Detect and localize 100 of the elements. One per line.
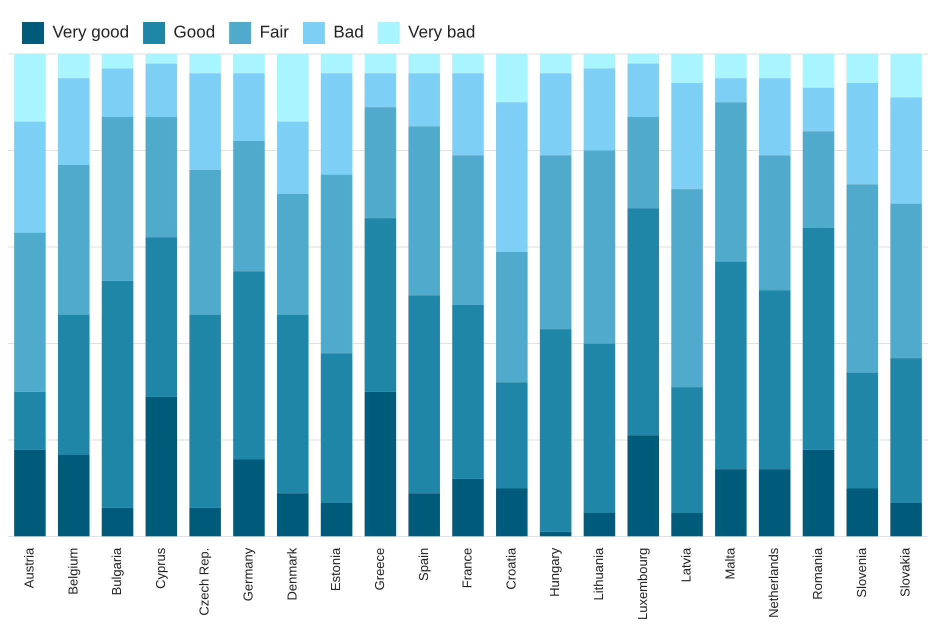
legend-label: Very bad: [408, 22, 476, 42]
bar: [890, 502, 922, 536]
bar: [233, 73, 265, 141]
bar: [320, 174, 352, 354]
bar: [715, 54, 747, 78]
x-tick-label: Czech Rep.: [196, 548, 212, 616]
bar: [715, 469, 747, 536]
bar: [320, 73, 352, 175]
bar: [671, 54, 703, 83]
bar: [846, 488, 878, 536]
x-tick-label: Bulgaria: [109, 546, 124, 596]
bar: [496, 252, 528, 382]
bar: [758, 155, 790, 291]
x-tick-label: Croatia: [503, 546, 518, 590]
bar: [540, 155, 572, 330]
bar: [146, 237, 178, 397]
bar: [715, 262, 747, 470]
x-tick-label: Austria: [21, 546, 36, 588]
bar: [233, 459, 265, 536]
bar: [584, 150, 616, 344]
bar: [802, 88, 834, 132]
bar: [102, 54, 134, 68]
bar: [146, 396, 178, 536]
bar: [890, 358, 922, 503]
bar: [408, 54, 440, 74]
bar: [802, 131, 834, 228]
bar: [408, 126, 440, 296]
bar: [627, 435, 660, 536]
bar: [802, 228, 834, 450]
bar: [408, 493, 440, 536]
bar: [408, 73, 440, 126]
bar: [584, 344, 616, 513]
bar: [58, 78, 90, 166]
bar: [146, 64, 178, 117]
bar: [496, 382, 528, 488]
bar: [671, 387, 703, 513]
bar: [14, 450, 46, 536]
x-tick-label: Germany: [240, 547, 256, 602]
bar: [58, 314, 90, 455]
x-tick-label: Estonia: [328, 546, 344, 592]
bar: [540, 54, 572, 74]
x-tick-label: Romania: [810, 546, 826, 600]
bar: [364, 218, 396, 392]
bar: [540, 329, 572, 532]
bar: [452, 54, 484, 74]
bar: [233, 271, 265, 460]
bar: [276, 194, 309, 315]
bar: [715, 102, 747, 262]
bar: [14, 122, 46, 233]
legend-label: Very good: [52, 22, 130, 42]
bar: [846, 372, 878, 488]
legend-label: Bad: [333, 22, 364, 42]
bar: [452, 155, 484, 306]
bar: [758, 290, 790, 470]
bar: [496, 102, 528, 252]
bar: [233, 54, 265, 74]
bar: [364, 54, 396, 74]
bar: [189, 54, 221, 74]
bar: [189, 314, 221, 508]
bar: [890, 54, 922, 98]
bar: [540, 532, 572, 536]
bar: [102, 68, 134, 117]
bar: [802, 450, 834, 536]
bar: [189, 508, 221, 536]
bar: [496, 54, 528, 102]
bar: [364, 73, 396, 108]
legend-label: Fair: [260, 22, 290, 42]
bar: [102, 280, 134, 508]
bar: [890, 97, 922, 204]
legend-label: Good: [174, 22, 216, 42]
bar: [715, 78, 747, 102]
x-tick-label: Lithuania: [591, 546, 606, 601]
x-tick-label: Slovakia: [898, 546, 913, 597]
bar: [276, 314, 309, 494]
bar: [102, 116, 134, 281]
x-tick-label: Netherlands: [766, 547, 782, 618]
bar: [584, 512, 616, 536]
bar: [846, 54, 878, 83]
x-tick-label: Slovenia: [854, 546, 869, 598]
bar: [671, 512, 703, 536]
x-tick-label: France: [460, 548, 475, 588]
bar: [146, 116, 178, 238]
bar: [758, 469, 790, 536]
bar: [452, 478, 484, 536]
bar: [627, 208, 660, 436]
bar: [320, 353, 352, 503]
bar: [540, 73, 572, 156]
x-tick-label: Malta: [722, 546, 738, 580]
bar: [671, 82, 703, 190]
bar: [14, 392, 46, 450]
x-tick-label: Luxembourg: [634, 548, 650, 620]
bar: [452, 305, 484, 479]
bar: [14, 54, 46, 122]
x-tick-label: Spain: [416, 548, 431, 581]
bar: [627, 116, 660, 208]
bar: [846, 82, 878, 184]
bar: [364, 392, 396, 536]
bar: [320, 502, 352, 536]
bar: [58, 454, 90, 536]
x-tick-label: Latvia: [678, 546, 694, 582]
